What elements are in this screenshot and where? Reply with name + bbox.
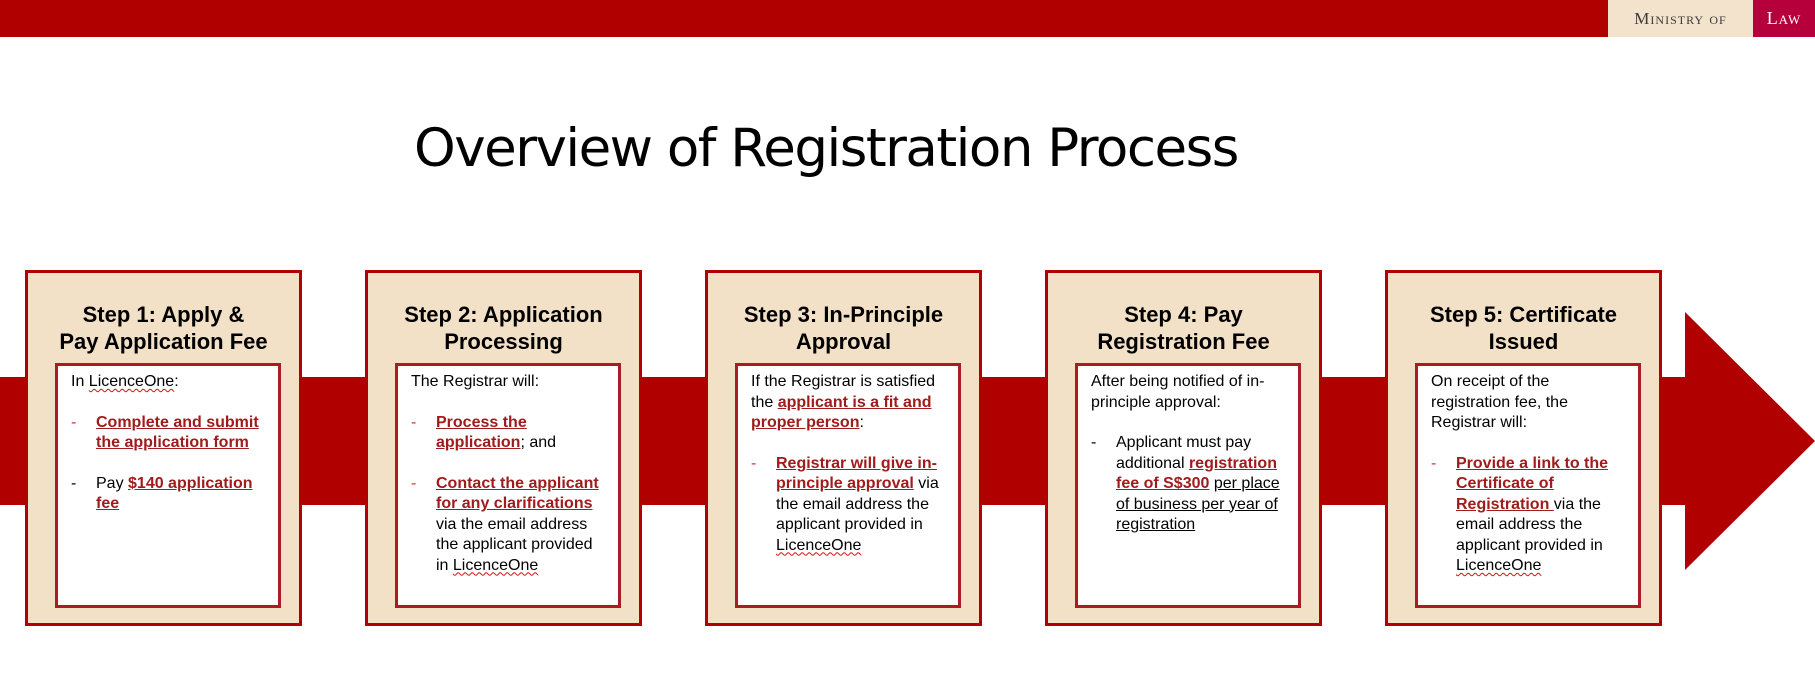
step-4-item-1: - Applicant must pay additional registra… [1091, 434, 1280, 533]
step-3-intro: If the Registrar is satisfied the applic… [751, 373, 936, 431]
step-3-item-1: - Registrar will give in-principle appro… [751, 454, 939, 554]
step-1-details: In LicenceOne: - Complete and submit the… [55, 363, 281, 608]
step-4-intro: After being notified of in-principle app… [1091, 373, 1265, 411]
step-2-card: Step 2: Application Processing The Regis… [365, 270, 642, 626]
step-5-item-1: - Provide a link to the Certificate of R… [1431, 454, 1609, 575]
step-2-item-2: - Contact the applicant for any clarific… [411, 474, 599, 574]
step-5-title: Step 5: Certificate Issued [1429, 302, 1618, 354]
step-4-details: After being notified of in-principle app… [1075, 363, 1301, 608]
step-4-title: Step 4: Pay Registration Fee [1097, 302, 1270, 354]
header-bar [0, 0, 1608, 37]
step-3-card: Step 3: In-Principle Approval If the Reg… [705, 270, 982, 626]
ministry-of-law-logo: Ministry of Law [1608, 0, 1815, 37]
step-3-details: If the Registrar is satisfied the applic… [735, 363, 961, 608]
logo-law-text: Law [1753, 0, 1815, 37]
step-1-item-2: - Pay $140 application fee [71, 474, 253, 513]
step-1-card: Step 1: Apply & Pay Application Fee In L… [25, 270, 302, 626]
step-2-details: The Registrar will: - Process the applic… [395, 363, 621, 608]
step-1-intro: In LicenceOne: [71, 373, 179, 390]
page-title: Overview of Registration Process [414, 118, 1239, 179]
step-5-details: On receipt of the registration fee, the … [1415, 363, 1641, 608]
step-2-item-1: - Process the application; and [411, 413, 557, 452]
licenceone-link: LicenceOne [1456, 557, 1542, 574]
step-2-intro: The Registrar will: [411, 373, 540, 390]
step-1-item-1: - Complete and submit the application fo… [71, 413, 259, 452]
licenceone-link: LicenceOne [88, 373, 175, 390]
step-3-title: Step 3: In-Principle Approval [743, 302, 944, 354]
step-5-intro: On receipt of the registration fee, the … [1431, 373, 1568, 431]
licenceone-link: LicenceOne [776, 536, 862, 554]
step-5-card: Step 5: Certificate Issued On receipt of… [1385, 270, 1662, 626]
step-2-title: Step 2: Application Processing [404, 302, 603, 354]
step-4-card: Step 4: Pay Registration Fee After being… [1045, 270, 1322, 626]
logo-ministry-text: Ministry of [1608, 0, 1753, 37]
licenceone-link: LicenceOne [452, 556, 539, 574]
step-1-title: Step 1: Apply & Pay Application Fee [59, 302, 268, 354]
